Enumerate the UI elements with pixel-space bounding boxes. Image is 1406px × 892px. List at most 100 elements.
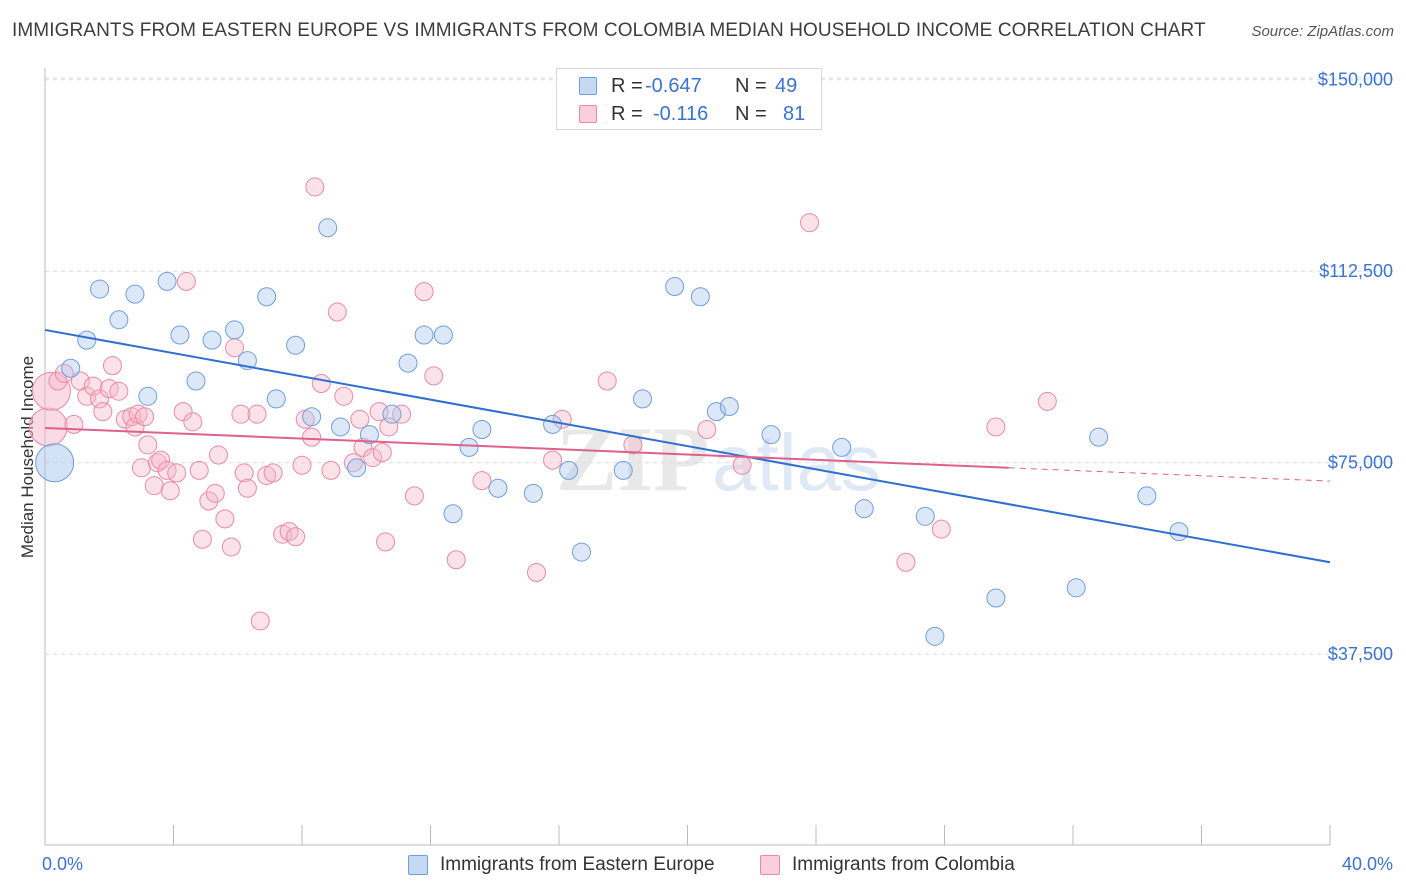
data-point-colombia — [234, 463, 254, 483]
data-point-eastern-europe — [690, 287, 710, 307]
data-point-eastern-europe — [202, 330, 222, 350]
data-point-colombia — [732, 455, 752, 475]
data-point-eastern-europe — [77, 330, 97, 350]
tick-labels: $37,500 $75,000 $112,500 $150,000 0.0% 40.0% — [42, 70, 1393, 874]
data-point-colombia — [90, 389, 110, 409]
data-point-colombia — [176, 271, 196, 291]
data-point-eastern-europe — [382, 404, 402, 424]
data-point-colombia — [250, 611, 270, 631]
data-point-colombia — [199, 491, 219, 511]
data-point-colombia — [151, 450, 171, 470]
data-point-colombia — [379, 417, 399, 437]
data-point-eastern-europe — [559, 460, 579, 480]
watermark-atlas: atlas — [712, 418, 881, 507]
bottom-legend-swatch-blue — [408, 855, 428, 875]
data-point-eastern-europe — [61, 358, 81, 378]
data-point-eastern-europe — [543, 414, 563, 434]
data-point-eastern-europe — [125, 284, 145, 304]
data-point-eastern-europe — [488, 478, 508, 498]
data-point-colombia — [205, 483, 225, 503]
data-point-colombia — [286, 527, 306, 547]
data-point-eastern-europe — [1137, 486, 1157, 506]
watermark: ZIP atlas — [556, 408, 881, 510]
data-point-eastern-europe — [665, 277, 685, 297]
data-point-colombia — [237, 478, 257, 498]
data-point-colombia — [215, 509, 235, 529]
data-point-colombia — [404, 486, 424, 506]
y-tick-label: $150,000 — [1318, 70, 1393, 90]
data-point-eastern-europe — [433, 325, 453, 345]
legend-n-value: 81 — [783, 102, 806, 125]
x-tick-label: 0.0% — [42, 854, 83, 874]
trend-lines — [44, 328, 1331, 564]
legend-row-colombia: R = -0.116 N = 81 — [579, 101, 819, 127]
data-point-colombia — [302, 427, 322, 447]
bottom-legend-eastern-europe: Immigrants from Eastern Europe — [408, 852, 715, 878]
legend-n-value: 49 — [775, 74, 798, 97]
data-point-eastern-europe — [1089, 427, 1109, 447]
data-point-colombia — [800, 213, 820, 233]
data-point-colombia — [446, 550, 466, 570]
chart-title: IMMIGRANTS FROM EASTERN EUROPE VS IMMIGR… — [12, 20, 1206, 41]
trend-line-colombia-extension — [1008, 467, 1331, 482]
data-point-eastern-europe — [472, 420, 492, 440]
data-point-eastern-europe — [1169, 522, 1189, 542]
data-point-colombia — [697, 420, 717, 440]
source-label: Source: ZipAtlas.com — [1251, 23, 1394, 40]
data-point-colombia — [543, 450, 563, 470]
legend-n-label: N = — [735, 102, 767, 125]
legend-n-label: N = — [735, 74, 767, 97]
legend-r-value: -0.116 — [653, 102, 709, 125]
trend-line-colombia — [44, 426, 1009, 469]
data-point-eastern-europe — [398, 353, 418, 373]
data-point-eastern-europe — [109, 310, 129, 330]
data-point-eastern-europe — [331, 417, 351, 437]
data-point-eastern-europe — [318, 218, 338, 238]
data-point-eastern-europe — [347, 458, 367, 478]
data-point-colombia — [221, 537, 241, 557]
legend-swatch-blue — [579, 77, 597, 95]
data-point-eastern-europe — [257, 287, 277, 307]
data-point-colombia — [173, 402, 193, 422]
data-point-colombia — [263, 463, 283, 483]
data-point-colombia — [896, 552, 916, 572]
data-point-colombia — [135, 407, 155, 427]
legend-r-label: R = — [611, 102, 643, 125]
y-tick-label: $37,500 — [1328, 644, 1393, 664]
data-point-eastern-europe — [1066, 578, 1086, 598]
legend-r-label: R = — [611, 74, 643, 97]
data-point-eastern-europe — [761, 425, 781, 445]
data-point-eastern-europe — [138, 386, 158, 406]
data-point-colombia — [208, 445, 228, 465]
data-point-colombia — [350, 409, 370, 429]
data-point-colombia — [1037, 391, 1057, 411]
data-point-eastern-europe — [286, 335, 306, 355]
data-point-colombia — [109, 381, 129, 401]
data-point-eastern-europe — [443, 504, 463, 524]
data-point-eastern-europe — [90, 279, 110, 299]
data-point-eastern-europe — [571, 542, 591, 562]
data-point-eastern-europe — [915, 506, 935, 526]
data-point-colombia — [327, 302, 347, 322]
data-point-eastern-europe — [706, 402, 726, 422]
data-point-colombia — [414, 282, 434, 302]
data-point-eastern-europe — [414, 325, 434, 345]
y-tick-label: $112,500 — [1319, 261, 1393, 281]
data-point-colombia — [376, 532, 396, 552]
data-point-colombia — [144, 476, 164, 496]
data-point-colombia — [305, 177, 325, 197]
legend-swatch-pink — [579, 105, 597, 123]
data-point-colombia — [279, 522, 299, 542]
data-point-colombia — [372, 442, 392, 462]
data-point-eastern-europe — [225, 320, 245, 340]
data-point-colombia — [28, 407, 68, 447]
data-point-eastern-europe — [854, 499, 874, 519]
data-point-colombia — [160, 481, 180, 501]
data-point-eastern-europe — [459, 437, 479, 457]
data-point-colombia — [292, 455, 312, 475]
series-colombia-points — [28, 177, 1057, 631]
correlation-legend: R = -0.647 N = 49 R = -0.116 N = 81 — [556, 68, 822, 130]
data-point-colombia — [353, 437, 373, 457]
data-point-eastern-europe — [170, 325, 190, 345]
